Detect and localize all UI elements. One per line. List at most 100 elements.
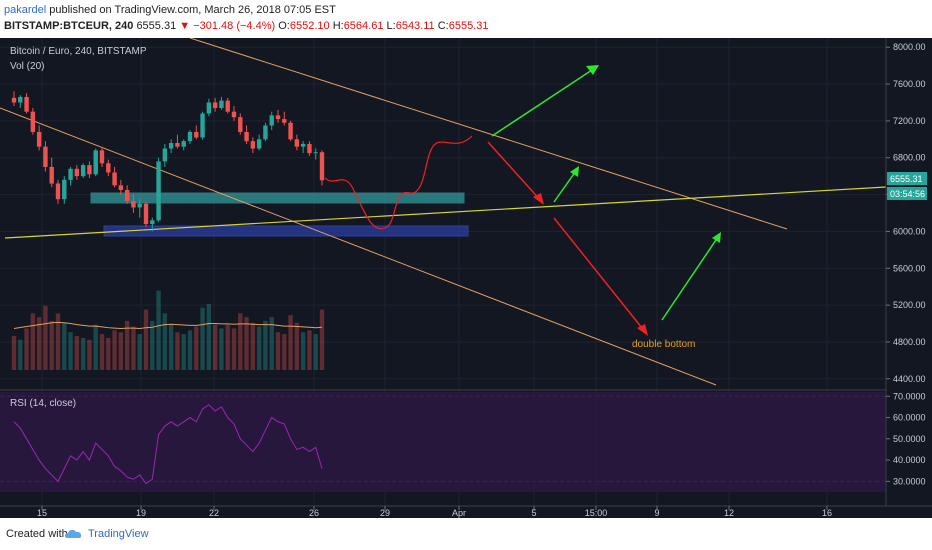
countdown-badge	[887, 187, 927, 200]
rsi-tick-label: 40.0000	[893, 455, 926, 465]
candle-body	[238, 117, 243, 132]
candle-body	[269, 115, 274, 126]
arrow-down-icon[interactable]	[553, 217, 647, 334]
volume-bar	[225, 324, 230, 370]
volume-bar	[194, 326, 199, 370]
volume-bar	[175, 332, 180, 370]
volume-bar	[275, 332, 281, 370]
forecast-arrows	[487, 65, 721, 336]
time-tick-label: 26	[309, 508, 319, 518]
candle-body	[194, 131, 199, 138]
time-axis[interactable]: 15 19 22 26 29 Apr 5 15:00 9 12 16	[37, 506, 832, 518]
candle-body	[43, 146, 48, 167]
change-down-icon: ▼	[179, 20, 191, 32]
volume-bar	[319, 309, 325, 370]
candle-body	[187, 131, 193, 142]
candle-body	[124, 189, 130, 202]
price-tick-label: 4400.00	[893, 374, 926, 384]
candle-body	[74, 168, 80, 177]
low-value: 6543.11	[395, 20, 435, 32]
high-value: 6564.61	[343, 20, 384, 32]
rsi-tick-label: 50.0000	[893, 434, 926, 444]
published-text: published on TradingView.com, March 26, …	[46, 4, 336, 16]
volume-bar	[187, 330, 193, 370]
upper-channel-line[interactable]	[189, 38, 788, 230]
volume-bar	[124, 320, 130, 370]
time-tick-label: 22	[209, 508, 219, 518]
blue-support-zone[interactable]	[103, 225, 469, 237]
volume-bars	[11, 290, 325, 370]
time-tick-label: 16	[822, 508, 832, 518]
rsi-axis[interactable]: 70.0000 60.0000 50.0000 40.0000 30.0000	[886, 391, 926, 486]
volume-bar	[131, 326, 136, 370]
last-price-value: 6555.31	[890, 174, 923, 184]
volume-bar	[181, 334, 186, 370]
price-tick-label: 7600.00	[893, 79, 926, 89]
volume-bar	[150, 320, 155, 370]
chart-area[interactable]: double bottom Bitcoin / Euro, 240, BITST…	[0, 38, 932, 518]
arrow-up-icon[interactable]	[491, 65, 599, 137]
volume-bar	[156, 290, 161, 370]
high-label: H:	[332, 20, 344, 32]
publish-header: pakardel published on TradingView.com, M…	[0, 0, 932, 38]
volume-bar	[269, 317, 274, 370]
candle-body	[137, 203, 142, 208]
candle-body	[219, 100, 224, 108]
candle-body	[162, 148, 168, 162]
symbol-label: BITSTAMP:BTCEUR, 240	[4, 20, 134, 32]
volume-bar	[313, 334, 318, 370]
candle-body	[18, 96, 23, 103]
arrow-down-icon[interactable]	[487, 141, 543, 203]
footer: Created with TradingView	[0, 518, 932, 550]
volume-bar	[49, 320, 54, 370]
volume-bar	[200, 307, 205, 370]
candle-body	[11, 97, 17, 103]
volume-bar	[112, 330, 117, 370]
volume-bar	[30, 313, 36, 370]
rsi-line	[13, 404, 323, 485]
volume-bar	[99, 334, 105, 370]
projected-path[interactable]	[324, 135, 473, 230]
candle-body	[250, 141, 256, 149]
rsi-band	[0, 392, 886, 492]
chart-title: Bitcoin / Euro, 240, BITSTAMP	[10, 46, 147, 57]
time-tick-label: 19	[136, 508, 146, 518]
candle-body	[118, 185, 124, 190]
tradingview-brand-link[interactable]: TradingView	[88, 528, 149, 540]
price-change: −301.48 (−4.4%)	[193, 20, 276, 32]
arrow-head-icon	[533, 193, 544, 205]
ohlc-legend: BITSTAMP:BTCEUR, 240 6555.31 ▼ −301.48 (…	[4, 20, 488, 32]
volume-bar	[256, 326, 262, 370]
arrow-head-icon	[637, 324, 648, 336]
rsi-indicator-label: RSI (14, close)	[10, 398, 76, 409]
price-tick-label: 4800.00	[893, 337, 926, 347]
volume-bar	[294, 322, 300, 370]
price-tick-label: 7200.00	[893, 116, 926, 126]
candle-body	[175, 143, 180, 147]
volume-ma-line	[13, 321, 323, 329]
volume-bar	[55, 313, 61, 370]
volume-bar	[43, 305, 48, 370]
arrow-up-icon[interactable]	[661, 233, 721, 321]
candle-body	[30, 111, 36, 132]
candle-body	[68, 168, 73, 180]
price-tick-label: 8000.00	[893, 42, 926, 52]
volume-bar	[231, 328, 237, 370]
candle-body	[156, 161, 161, 221]
candle-body	[244, 131, 249, 142]
candle-body	[80, 165, 86, 177]
volume-bar	[11, 336, 17, 370]
countdown-value: 03:54:56	[890, 189, 925, 199]
rsi-tick-label: 60.0000	[893, 413, 926, 423]
rsi-tick-label: 70.0000	[893, 391, 926, 401]
candle-body	[112, 172, 117, 186]
volume-bar	[24, 328, 29, 370]
candle-body	[143, 203, 149, 225]
lower-channel-line[interactable]	[0, 107, 717, 386]
price-tick-label: 6800.00	[893, 153, 926, 163]
author-name[interactable]: pakardel	[4, 4, 47, 16]
volume-bar	[282, 334, 287, 370]
volume-bar	[162, 313, 168, 370]
cyan-support-zone[interactable]	[90, 192, 465, 204]
annotation-double-bottom[interactable]: double bottom	[632, 339, 695, 350]
